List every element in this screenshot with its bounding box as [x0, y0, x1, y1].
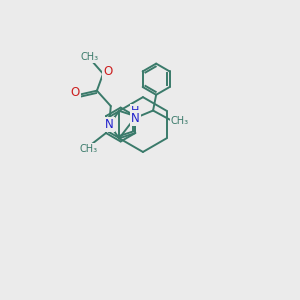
Text: CH₃: CH₃ [171, 116, 189, 126]
Text: N: N [105, 118, 114, 131]
Text: O: O [71, 86, 80, 100]
Text: N: N [131, 112, 140, 125]
Text: CH₃: CH₃ [80, 144, 98, 154]
Text: CH₃: CH₃ [81, 52, 99, 62]
Text: O: O [104, 65, 113, 78]
Text: H: H [131, 106, 140, 116]
